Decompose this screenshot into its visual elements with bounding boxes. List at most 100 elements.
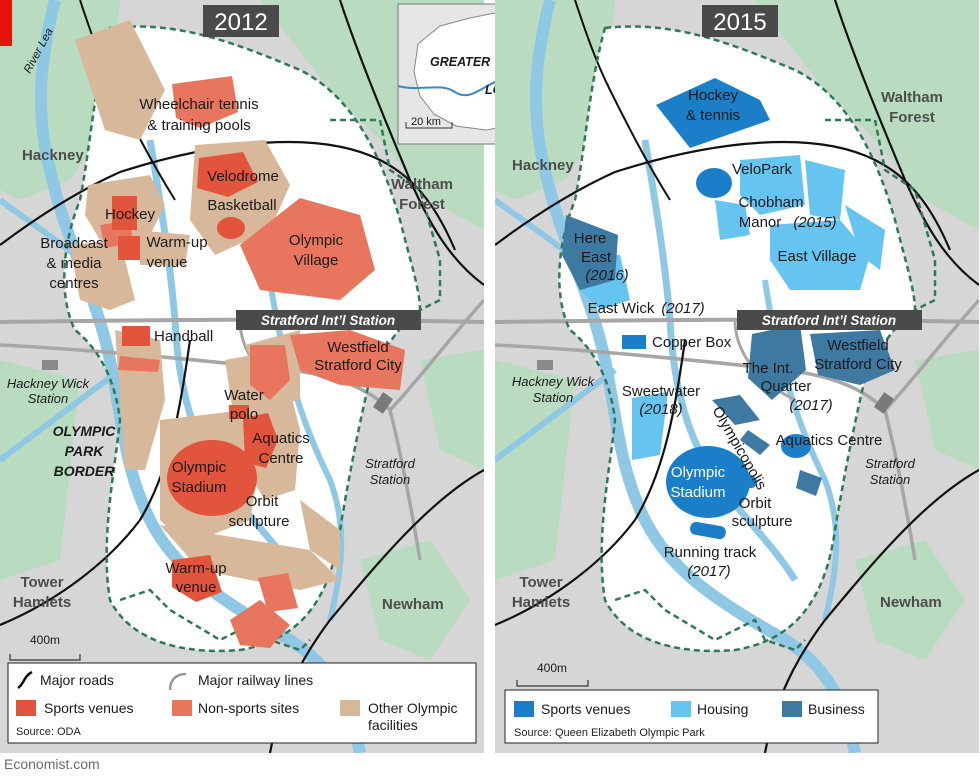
sports-venue-swatch: [16, 700, 36, 716]
newham-label: Newham: [382, 596, 444, 613]
warm-up-venue-label: Warm-up: [146, 234, 207, 251]
venues-2015: [562, 78, 895, 540]
business-swatch: [782, 701, 802, 717]
waltham-forest-label: Forest: [889, 109, 935, 126]
railway-swatch: [168, 672, 187, 691]
year-badge: [203, 5, 279, 37]
non-sports-site: [118, 356, 160, 372]
olympic-stadium-label: Olympic: [671, 464, 726, 481]
footer-credit: Economist.com: [4, 756, 100, 772]
stratford-station-label: Stratford: [865, 456, 916, 471]
housing: [845, 205, 885, 270]
legend-housing: Housing: [697, 701, 748, 717]
legend-major-roads: Major roads: [40, 672, 114, 688]
olympic-stadium-label: Stadium: [670, 484, 725, 501]
other-olympic-swatch: [340, 700, 360, 716]
olympic-park-border-label: OLYMPIC: [53, 423, 117, 439]
business: [796, 470, 822, 496]
aquatics-centre-label: Aquatics: [252, 430, 310, 447]
sports-venue: [167, 440, 257, 516]
here-east-label: Here: [574, 230, 607, 247]
waltham-forest-label: Waltham: [881, 89, 943, 106]
orbit-sculpture-label: Orbit: [739, 495, 772, 512]
east-wick-label: East Wick: [588, 300, 655, 317]
legend-sports: Sports venues: [541, 701, 631, 717]
olympic-village-label: Olympic: [289, 232, 344, 249]
hackney-label: Hackney: [512, 157, 574, 174]
copper-box-label: Copper Box: [652, 334, 732, 351]
tower-hamlets-label: Tower: [20, 574, 63, 591]
broadcast-media-label: Broadcast: [40, 235, 108, 252]
hackney-label: Hackney: [22, 147, 84, 164]
stratford-station-label: Station: [370, 472, 410, 487]
stratford-station-icon: [372, 392, 394, 414]
scale-bar: 400m: [9, 633, 81, 661]
legend-other: Other Olympic: [368, 700, 457, 716]
sports-venue: [656, 78, 770, 148]
chobham-manor-label: (2015): [793, 214, 836, 231]
venues-2012: [70, 20, 405, 648]
newham-label: Newham: [880, 594, 942, 611]
aquatics-centre-label: Aquatics Centre: [776, 432, 883, 449]
stratford-station-label: Station: [870, 472, 910, 487]
sports-venue: [229, 405, 249, 419]
year-label: 2015: [713, 9, 766, 36]
warm-up-venue-label: venue: [176, 579, 217, 596]
year-label: 2012: [214, 9, 267, 36]
business: [748, 324, 806, 400]
intl-quarter-label: The Int.: [743, 360, 794, 377]
hockey-tennis-label: & tennis: [686, 107, 740, 124]
svg-text:400m: 400m: [30, 633, 60, 647]
hackney-wick-label: Station: [533, 390, 573, 405]
legend-business: Business: [808, 701, 865, 717]
stratford-intl-badge: [236, 310, 421, 330]
broadcast-media-label: & media: [46, 255, 102, 272]
hockey-tennis-label: Hockey: [688, 87, 739, 104]
other-facility: [75, 20, 165, 140]
legend-other: facilities: [368, 717, 418, 733]
waltham-forest-label: Waltham: [391, 176, 453, 193]
olympic-park-border-label: PARK: [65, 443, 105, 459]
sports-venue-swatch: [514, 701, 534, 717]
business: [712, 395, 760, 425]
sports-venue: [172, 555, 222, 602]
olympic-stadium-label: Stadium: [171, 479, 226, 496]
water-polo-label: polo: [230, 406, 258, 423]
non-sports-site: [240, 198, 375, 300]
sports-venue: [112, 196, 137, 230]
housing: [715, 200, 750, 240]
east-village-label: East Village: [778, 248, 857, 265]
other-facility: [160, 525, 340, 590]
non-sports-site: [258, 573, 298, 612]
waltham-forest-label: Forest: [399, 196, 445, 213]
basketball-label: Basketball: [207, 197, 276, 214]
chobham-manor-label: Manor: [739, 214, 782, 231]
intl-quarter-label: (2017): [789, 397, 832, 414]
map-2015: Stratford Int’l Station 2015 Hackney Wal…: [495, 0, 979, 753]
non-sports-site: [172, 76, 238, 128]
source-label: Source: ODA: [16, 726, 81, 738]
westfield-label: Stratford City: [814, 356, 902, 373]
tower-hamlets-label: Tower: [519, 574, 562, 591]
olympic-park-border-label: BORDER: [54, 463, 116, 479]
legend-sports: Sports venues: [44, 700, 134, 716]
major-road-swatch: [17, 670, 33, 690]
sports-venue: [243, 413, 278, 468]
east-wick-label: (2017): [661, 300, 704, 317]
wheelchair-tennis-label: Wheelchair tennis: [139, 96, 258, 113]
chobham-manor-label: Chobham: [738, 194, 803, 211]
sports-venue: [690, 521, 726, 540]
running-track-label: Running track: [664, 544, 757, 561]
stratford-intl-label: Stratford Int’l Station: [261, 313, 395, 328]
sports-venue: [745, 476, 757, 488]
westfield-label: Stratford City: [314, 357, 402, 374]
sports-venue: [197, 152, 258, 197]
westfield-label: Westfield: [827, 337, 888, 354]
hockey-label: Hockey: [105, 206, 156, 223]
running-track-label: (2017): [687, 563, 730, 580]
legend-non-sports: Non-sports sites: [198, 700, 299, 716]
housing: [805, 160, 845, 220]
wheelchair-tennis-label: & training pools: [147, 117, 250, 134]
non-sports-site: [230, 600, 290, 648]
